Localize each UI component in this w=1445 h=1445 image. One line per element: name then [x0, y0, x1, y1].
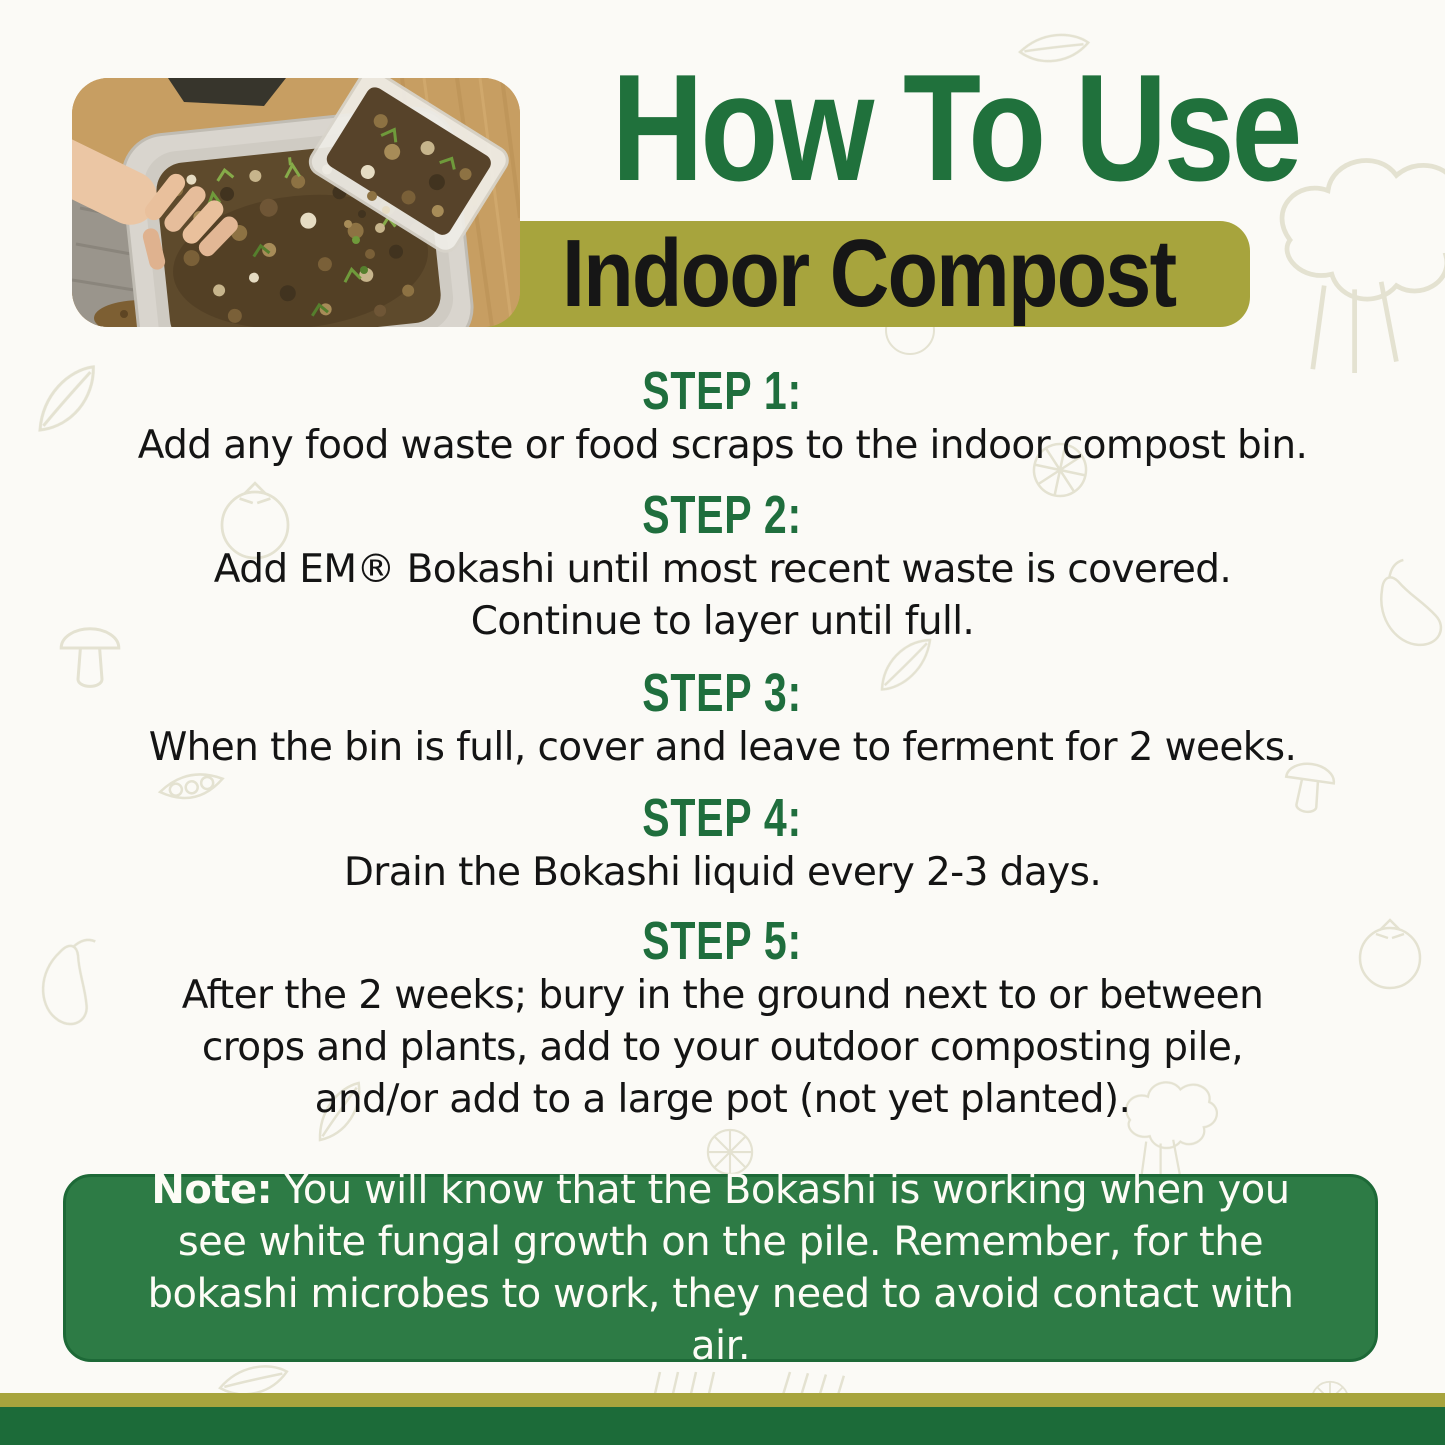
step-3-heading: STEP 3: [642, 663, 803, 723]
step-4-heading: STEP 4: [642, 788, 803, 848]
step-1-section: STEP 1: Add any food waste or food scrap… [0, 364, 1445, 472]
step-2-text: Add EM® Bokashi until most recent waste … [213, 547, 1232, 644]
subtitle: Indoor Compost [562, 220, 1177, 327]
hand [72, 135, 238, 270]
step-3-section: STEP 3: When the bin is full, cover and … [0, 666, 1445, 774]
note-text: Note: You will know that the Bokashi is … [147, 1167, 1294, 1369]
step-5-section: STEP 5: After the 2 weeks; bury in the g… [0, 914, 1445, 1126]
step-5-heading: STEP 5: [642, 911, 803, 971]
note-label: Note: [151, 1167, 273, 1213]
step-2-section: STEP 2: Add EM® Bokashi until most recen… [0, 488, 1445, 648]
step-4-text: Drain the Bokashi liquid every 2-3 days. [343, 850, 1102, 895]
note-box: Note: You will know that the Bokashi is … [63, 1167, 1378, 1369]
step-2-heading: STEP 2: [642, 485, 803, 545]
footer-green-bar [0, 1407, 1445, 1445]
step-4-section: STEP 4: Drain the Bokashi liquid every 2… [0, 791, 1445, 899]
footer-olive-bar [0, 1393, 1445, 1407]
step-5-text: After the 2 weeks; bury in the ground ne… [181, 973, 1264, 1122]
pouring-container [308, 78, 509, 253]
step-1-heading: STEP 1: [642, 361, 803, 421]
step-1-text: Add any food waste or food scraps to the… [137, 423, 1308, 468]
page-title: How To Use [611, 43, 1302, 213]
compost-photo [72, 78, 520, 327]
step-3-text: When the bin is full, cover and leave to… [148, 725, 1297, 770]
